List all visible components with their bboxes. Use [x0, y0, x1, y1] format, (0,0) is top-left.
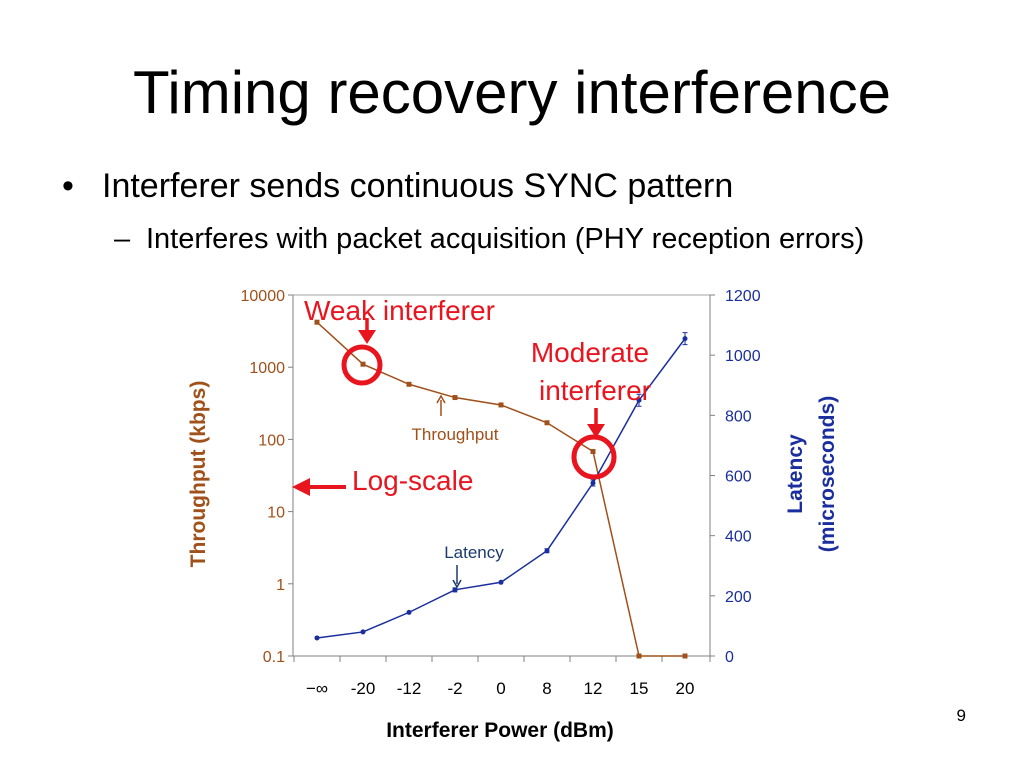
latency-data-point: [360, 629, 366, 635]
right-axis-tick-label: 1200: [725, 288, 761, 305]
left-axis-title: Throughput (kbps): [187, 381, 210, 568]
x-axis-tick-label: -20: [351, 679, 376, 698]
throughput-data-point: [544, 420, 550, 426]
left-axis-tick-label: 0.1: [263, 649, 285, 666]
moderate-interferer-label-line-1: Moderate: [531, 337, 649, 368]
throughput-data-point: [636, 653, 642, 659]
bullet-text: Interferer sends continuous SYNC pattern: [102, 167, 734, 205]
latency-error-bar: [544, 548, 550, 554]
moderate-interferer-label-line-2: interferer: [539, 375, 651, 406]
bullet-item: • Interferer sends continuous SYNC patter…: [62, 164, 733, 208]
weak-interferer-label: Weak interferer: [304, 295, 495, 326]
throughput-series-label: Throughput: [412, 425, 499, 444]
sub-bullet-text: Interferes with packet acquisition (PHY …: [146, 223, 865, 255]
right-axis-tick-label: 200: [725, 589, 752, 606]
x-axis-tick-label: -2: [447, 679, 462, 698]
left-axis-tick-label: 1: [276, 577, 285, 594]
slide-title: Timing recovery interference: [132, 59, 892, 126]
latency-error-bar: [682, 332, 688, 346]
bullet-marker: •: [62, 167, 74, 205]
throughput-data-point: [406, 381, 412, 387]
right-axis-tick-label: 600: [725, 469, 752, 486]
x-axis-tick-label: 20: [676, 679, 695, 698]
x-axis-tick-label: -12: [397, 679, 422, 698]
left-axis-tick-label: 10000: [241, 288, 286, 305]
throughput-label-pointer-head: [436, 394, 446, 404]
throughput-data-point: [452, 395, 458, 401]
x-axis-tick-label: 8: [542, 679, 551, 698]
right-axis-tick-label: 0: [725, 649, 734, 666]
x-axis-tick-label: 0: [496, 679, 505, 698]
latency-label-pointer-head: [452, 579, 462, 589]
x-axis-tick-label: 15: [630, 679, 649, 698]
moderate-interferer-arrow-head: [587, 424, 605, 438]
right-axis-title-line-1: Latency: [784, 434, 807, 514]
weak-interferer-arrow-head: [358, 330, 376, 344]
log-scale-arrow-head: [292, 478, 310, 496]
latency-data-point: [406, 609, 412, 615]
sub-bullet-item: – Interferes with packet acquisition (PHY…: [114, 220, 864, 258]
throughput-data-point: [498, 402, 504, 408]
latency-series-label: Latency: [444, 543, 504, 562]
right-axis-title-line-2: (microseconds): [816, 396, 839, 552]
throughput-data-point: [314, 319, 320, 325]
page-number: 9: [956, 706, 966, 725]
latency-data-point: [314, 635, 320, 641]
latency-error-bar: [636, 393, 642, 407]
right-axis-tick-label: 400: [725, 529, 752, 546]
right-axis-tick-label: 1000: [725, 348, 761, 365]
right-axis-tick-label: 800: [725, 408, 752, 425]
left-axis-tick-label: 100: [258, 432, 285, 449]
latency-error-bar: [590, 479, 596, 487]
x-axis-tick-label: 12: [584, 679, 603, 698]
x-axis-tick-label: −∞: [306, 679, 328, 698]
throughput-data-point: [360, 361, 366, 367]
left-axis-tick-label: 10: [267, 505, 285, 522]
x-axis-title: Interferer Power (dBm): [386, 719, 614, 742]
sub-bullet-marker: –: [114, 223, 131, 255]
latency-data-point: [498, 579, 504, 585]
weak-interferer-highlight-circle: [341, 344, 383, 386]
log-scale-label: Log-scale: [352, 465, 473, 496]
left-axis-tick-label: 1000: [249, 360, 285, 377]
moderate-interferer-highlight-circle: [571, 434, 617, 480]
throughput-data-point: [590, 448, 596, 454]
throughput-data-point: [682, 653, 688, 659]
